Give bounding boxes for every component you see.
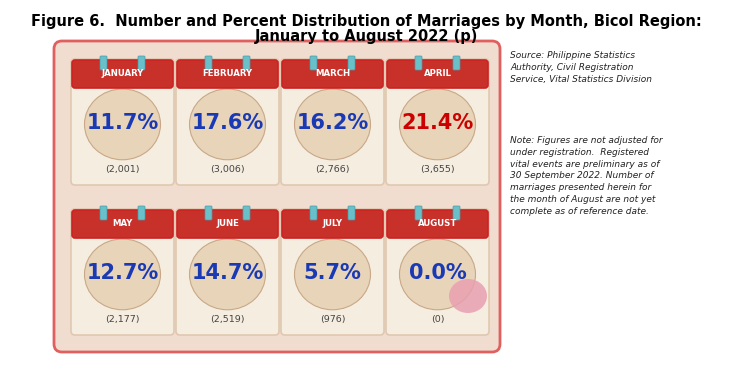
FancyBboxPatch shape — [100, 56, 107, 70]
Text: (0): (0) — [430, 315, 444, 324]
FancyBboxPatch shape — [243, 206, 250, 220]
FancyBboxPatch shape — [453, 206, 460, 220]
FancyBboxPatch shape — [177, 60, 278, 88]
Text: 14.7%: 14.7% — [191, 263, 264, 283]
Text: Note: Figures are not adjusted for
under registration.  Registered
vital events : Note: Figures are not adjusted for under… — [510, 136, 662, 216]
Text: MARCH: MARCH — [315, 70, 350, 78]
Ellipse shape — [84, 89, 160, 160]
Text: (2,519): (2,519) — [210, 315, 244, 324]
FancyBboxPatch shape — [386, 209, 489, 335]
FancyBboxPatch shape — [310, 56, 317, 70]
Ellipse shape — [190, 239, 266, 310]
Text: Source: Philippine Statistics
Authority, Civil Registration
Service, Vital Stati: Source: Philippine Statistics Authority,… — [510, 51, 652, 83]
Ellipse shape — [190, 89, 266, 160]
Ellipse shape — [449, 279, 487, 313]
Ellipse shape — [400, 239, 476, 310]
FancyBboxPatch shape — [72, 60, 173, 88]
FancyBboxPatch shape — [281, 59, 384, 185]
Text: (2,766): (2,766) — [315, 165, 350, 174]
Text: 5.7%: 5.7% — [304, 263, 362, 283]
FancyBboxPatch shape — [348, 206, 355, 220]
Text: JULY: JULY — [322, 220, 343, 228]
Text: (976): (976) — [320, 315, 346, 324]
FancyBboxPatch shape — [100, 206, 107, 220]
FancyBboxPatch shape — [176, 59, 279, 185]
FancyBboxPatch shape — [243, 56, 250, 70]
FancyBboxPatch shape — [310, 206, 317, 220]
FancyBboxPatch shape — [386, 59, 489, 185]
FancyBboxPatch shape — [415, 56, 422, 70]
FancyBboxPatch shape — [387, 210, 488, 238]
Ellipse shape — [294, 239, 370, 310]
Text: JANUARY: JANUARY — [101, 70, 143, 78]
Ellipse shape — [400, 89, 476, 160]
FancyBboxPatch shape — [281, 209, 384, 335]
Text: 17.6%: 17.6% — [191, 113, 264, 133]
Text: APRIL: APRIL — [424, 70, 452, 78]
FancyBboxPatch shape — [72, 210, 173, 238]
Text: AUGUST: AUGUST — [418, 220, 458, 228]
FancyBboxPatch shape — [205, 56, 212, 70]
Text: 21.4%: 21.4% — [401, 113, 474, 133]
Text: (3,655): (3,655) — [420, 165, 455, 174]
FancyBboxPatch shape — [138, 206, 145, 220]
FancyBboxPatch shape — [71, 209, 174, 335]
FancyBboxPatch shape — [54, 41, 500, 352]
FancyBboxPatch shape — [415, 206, 422, 220]
FancyBboxPatch shape — [282, 210, 383, 238]
FancyBboxPatch shape — [348, 56, 355, 70]
Text: 12.7%: 12.7% — [86, 263, 159, 283]
Text: MAY: MAY — [112, 220, 132, 228]
Text: (2,177): (2,177) — [105, 315, 140, 324]
Ellipse shape — [294, 89, 370, 160]
Text: Figure 6.  Number and Percent Distribution of Marriages by Month, Bicol Region:: Figure 6. Number and Percent Distributio… — [31, 14, 701, 29]
Text: January to August 2022 (p): January to August 2022 (p) — [254, 29, 478, 44]
Text: (2,001): (2,001) — [105, 165, 140, 174]
FancyBboxPatch shape — [138, 56, 145, 70]
FancyBboxPatch shape — [176, 209, 279, 335]
Text: 11.7%: 11.7% — [86, 113, 159, 133]
FancyBboxPatch shape — [282, 60, 383, 88]
Text: FEBRUARY: FEBRUARY — [203, 70, 253, 78]
Ellipse shape — [84, 239, 160, 310]
FancyBboxPatch shape — [71, 59, 174, 185]
Text: JUNE: JUNE — [216, 220, 239, 228]
Text: 0.0%: 0.0% — [408, 263, 466, 283]
FancyBboxPatch shape — [453, 56, 460, 70]
Text: (3,006): (3,006) — [210, 165, 244, 174]
Text: 16.2%: 16.2% — [296, 113, 369, 133]
FancyBboxPatch shape — [387, 60, 488, 88]
FancyBboxPatch shape — [205, 206, 212, 220]
FancyBboxPatch shape — [177, 210, 278, 238]
